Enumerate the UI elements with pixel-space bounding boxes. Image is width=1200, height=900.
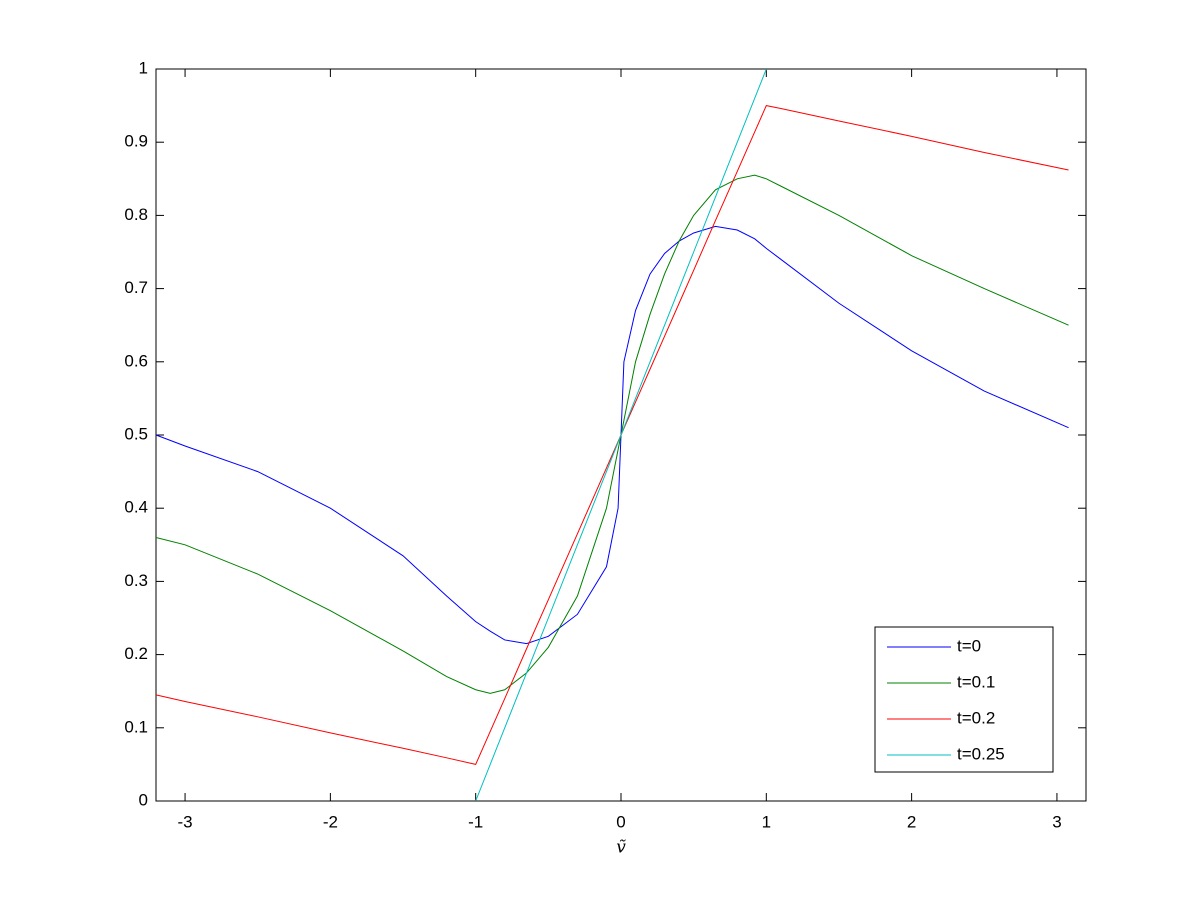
x-tick-label: 1: [762, 812, 771, 831]
y-tick-label: 0.9: [124, 132, 148, 151]
x-tick-label: -1: [468, 812, 483, 831]
y-tick-label: 1: [139, 58, 148, 77]
y-tick-label: 0.8: [124, 205, 148, 224]
legend-label: t=0.1: [957, 672, 995, 691]
line-series: [155, 174, 1069, 694]
y-tick-label: 0: [139, 790, 148, 809]
x-tick-label: 2: [907, 812, 916, 831]
line-series: [155, 225, 1069, 645]
x-tick-label: 3: [1052, 812, 1061, 831]
x-tick-label: -3: [178, 812, 193, 831]
x-tick-label: -2: [323, 812, 338, 831]
y-tick-label: 0.1: [124, 717, 148, 736]
legend-label: t=0.2: [957, 708, 995, 727]
y-tick-label: 0.7: [124, 278, 148, 297]
legend-box: [874, 626, 1054, 773]
y-tick-label: 0.4: [124, 498, 148, 517]
y-tick-label: 0.6: [124, 351, 148, 370]
x-axis-label: ṽ: [616, 838, 626, 858]
legend-label: t=0.25: [957, 744, 1005, 763]
legend-label: t=0: [957, 636, 981, 655]
line-series: [475, 68, 767, 802]
y-tick-label: 0.3: [124, 571, 148, 590]
x-tick-label: 0: [616, 812, 625, 831]
y-tick-label: 0.2: [124, 644, 148, 663]
y-tick-label: 0.5: [124, 424, 148, 443]
